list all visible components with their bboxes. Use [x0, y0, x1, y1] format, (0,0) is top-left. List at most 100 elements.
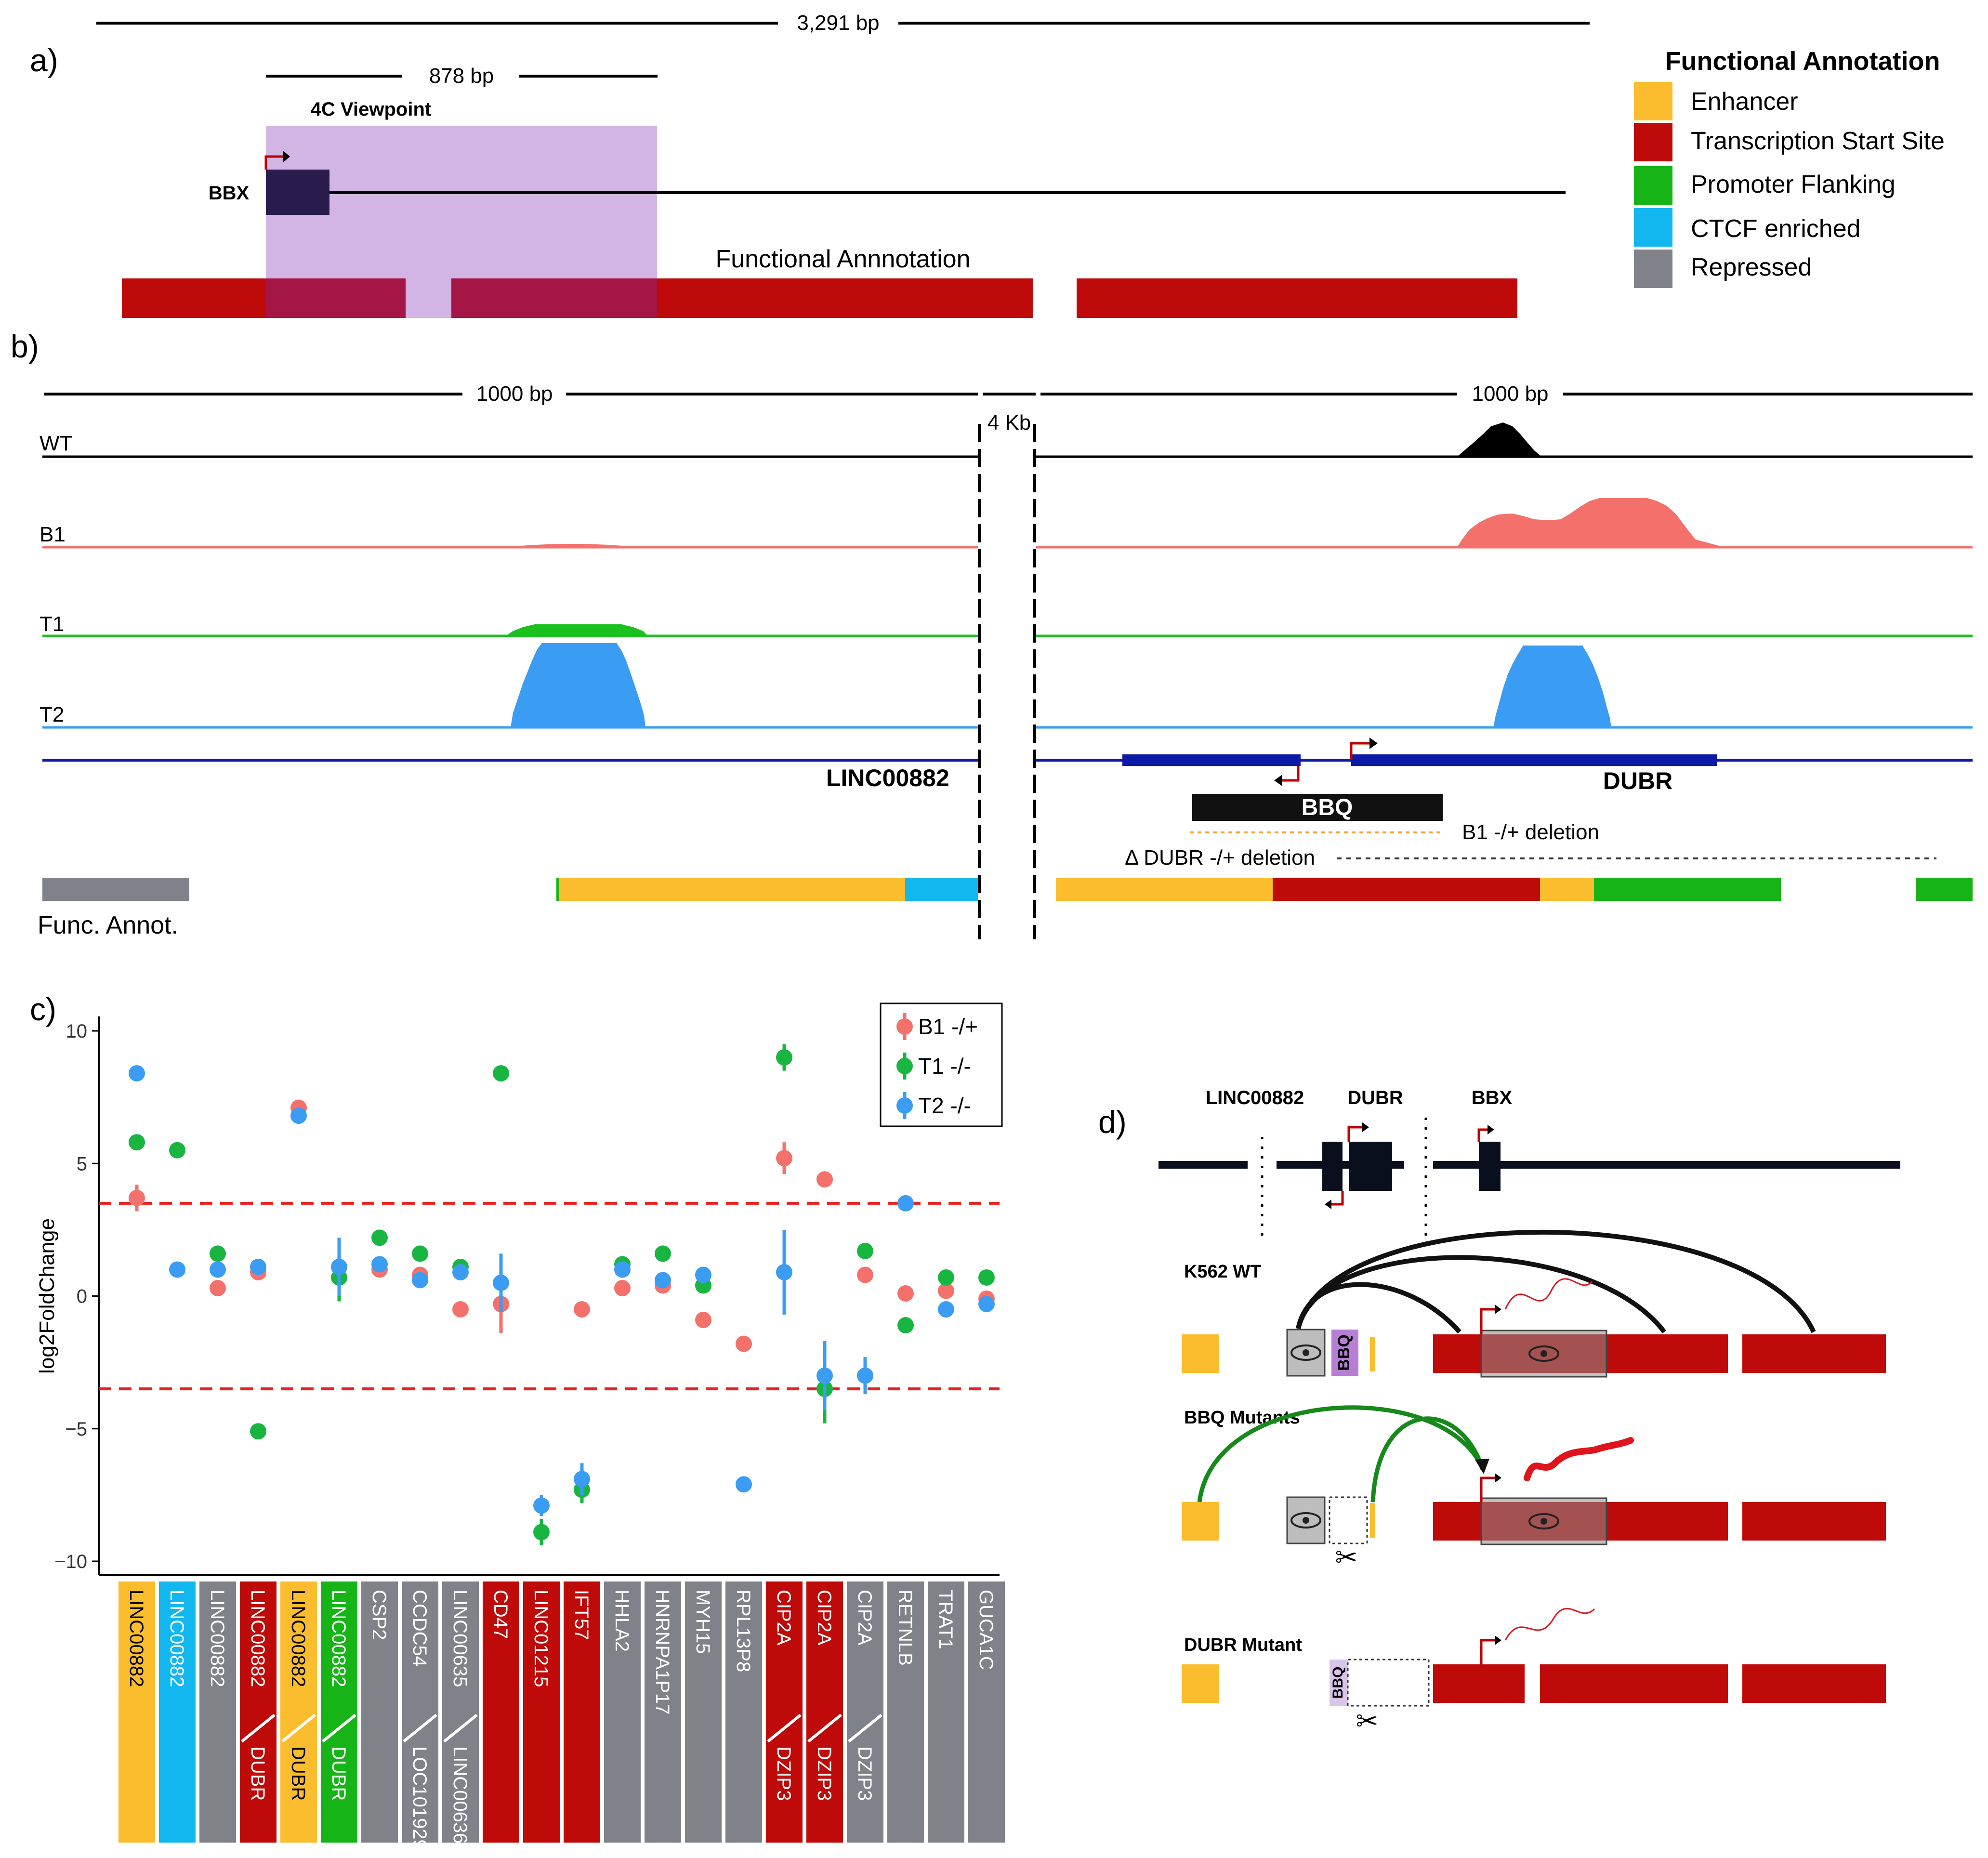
- category-separator: [322, 1713, 356, 1743]
- data-point: [412, 1272, 428, 1289]
- legend-label-enhancer: Enhancer: [1691, 88, 1798, 116]
- d-bbq-loop-enhancer: [1197, 1405, 1485, 1502]
- category-separator: [281, 1713, 316, 1743]
- func-annot-enhancer-small: [1540, 878, 1594, 901]
- d-row-label-dubr: DUBR Mutant: [1184, 1635, 1302, 1655]
- category-label-secondary: DUBR: [328, 1746, 349, 1801]
- data-point: [857, 1367, 873, 1384]
- d-gene-label-linc00882: LINC00882: [1206, 1087, 1304, 1108]
- linc-tss-arrow: [1281, 766, 1300, 782]
- d-wt-bbq-box: [1331, 1330, 1358, 1376]
- d-wt-tss: [1480, 1308, 1496, 1334]
- func-annot-label: Func. Annot.: [38, 911, 178, 939]
- track-t2-peak-right: [1493, 646, 1611, 727]
- scissors-icon: ✂: [1335, 1542, 1358, 1572]
- linc00882-label: LINC00882: [826, 764, 949, 791]
- b1-deletion-label: B1 -/+ deletion: [1462, 820, 1599, 844]
- annotation-overlap-2: [451, 278, 657, 318]
- data-point: [736, 1476, 752, 1493]
- dubr-tss-arrowhead: [1369, 738, 1378, 749]
- data-point: [655, 1272, 671, 1289]
- panel-b-label: b): [11, 329, 39, 364]
- data-point: [533, 1524, 550, 1541]
- legend-label: B1 -/+: [918, 1014, 978, 1039]
- category-label: GUCA1C: [975, 1590, 997, 1670]
- data-point: [938, 1269, 954, 1286]
- data-point: [897, 1317, 914, 1334]
- d-bbx-tss: [1477, 1128, 1488, 1142]
- annotation-overlap-gap: [406, 278, 451, 318]
- y-tick-label: −10: [54, 1551, 87, 1572]
- category-box: [766, 1581, 803, 1843]
- category-box: [321, 1581, 357, 1843]
- panel-c-label: c): [30, 991, 56, 1027]
- bbx-exon: [266, 170, 329, 215]
- category-label: LINC00882: [207, 1590, 228, 1687]
- legend-swatch-repressed: [1634, 250, 1672, 288]
- ruler-viewpoint-label: 878 bp: [429, 64, 494, 88]
- category-separator: [241, 1713, 276, 1743]
- d-wt-enhancer: [1182, 1334, 1219, 1373]
- category-separator: [443, 1713, 478, 1743]
- category-label: MYH15: [692, 1590, 713, 1654]
- track-t1-peak: [506, 624, 648, 636]
- d-dubr-tss: [1480, 1639, 1496, 1664]
- category-label-secondary: DZIP3: [854, 1746, 875, 1801]
- data-point: [614, 1279, 631, 1296]
- d-row-label-wt: K562 WT: [1184, 1262, 1261, 1282]
- d-dubr-enhancer: [1182, 1664, 1219, 1703]
- legend-marker: [896, 1018, 913, 1035]
- data-point: [816, 1367, 833, 1384]
- d-dubr-tss-head: [1362, 1122, 1369, 1132]
- category-label-secondary: DZIP3: [773, 1746, 794, 1801]
- category-label: LINC00882: [247, 1590, 268, 1687]
- d-dubr-tss-bar-3: [1742, 1664, 1886, 1703]
- data-point: [695, 1312, 711, 1329]
- category-label: RETNLB: [895, 1590, 916, 1666]
- functional-annotation-title: Functional Annnotation: [715, 245, 970, 273]
- dubr-exon: [1351, 754, 1717, 766]
- category-label: CD47: [490, 1590, 511, 1639]
- data-point: [938, 1282, 954, 1299]
- gap-label: 4 Kb: [987, 411, 1031, 435]
- data-point: [574, 1301, 590, 1318]
- category-label: LINC01215: [530, 1590, 552, 1687]
- panel-d-label: d): [1098, 1104, 1127, 1140]
- category-label: CSP2: [369, 1590, 390, 1640]
- data-point: [371, 1256, 388, 1273]
- legend-swatch-ctcf: [1634, 208, 1672, 247]
- data-point: [412, 1245, 428, 1262]
- track-wt-peak: [1457, 422, 1541, 457]
- bbq-box: [1192, 794, 1443, 821]
- annotation-bar-tss-2: [1077, 278, 1517, 318]
- eye-icon: [1290, 1344, 1321, 1361]
- category-box: [159, 1581, 196, 1843]
- d-bbq-tss: [1480, 1476, 1496, 1502]
- legend-label-repressed: Repressed: [1691, 253, 1812, 281]
- func-annot-enhancer-left: [559, 878, 905, 901]
- category-box: [240, 1581, 276, 1843]
- category-box: [442, 1581, 479, 1843]
- legend-swatch-promoter-flanking: [1634, 166, 1672, 205]
- func-annot-ctcf: [905, 878, 978, 901]
- scissors-icon: ✂: [1356, 1706, 1379, 1736]
- data-point: [776, 1049, 792, 1066]
- data-point: [129, 1189, 145, 1206]
- d-bbx-tss-head: [1488, 1125, 1494, 1134]
- d-bbq-loop-arrowhead: [1475, 1459, 1489, 1474]
- category-box: [523, 1581, 560, 1843]
- legend-label-tss: Transcription Start Site: [1691, 127, 1945, 155]
- category-box: [725, 1581, 762, 1843]
- annotation-overlap-1: [266, 278, 406, 318]
- d-bbq-deleted-box: [1329, 1496, 1368, 1544]
- category-box: [928, 1581, 964, 1843]
- data-point: [452, 1301, 469, 1318]
- bbx-tss-arrow: [264, 155, 284, 170]
- legend-label-ctcf: CTCF enriched: [1691, 215, 1861, 243]
- legend-label: T1 -/-: [918, 1054, 971, 1079]
- category-box: [645, 1581, 681, 1843]
- legend-swatch-enhancer: [1634, 82, 1672, 120]
- category-label: LINC00882: [126, 1590, 147, 1687]
- d-gene-label-bbx: BBX: [1472, 1087, 1513, 1108]
- data-point: [736, 1335, 752, 1352]
